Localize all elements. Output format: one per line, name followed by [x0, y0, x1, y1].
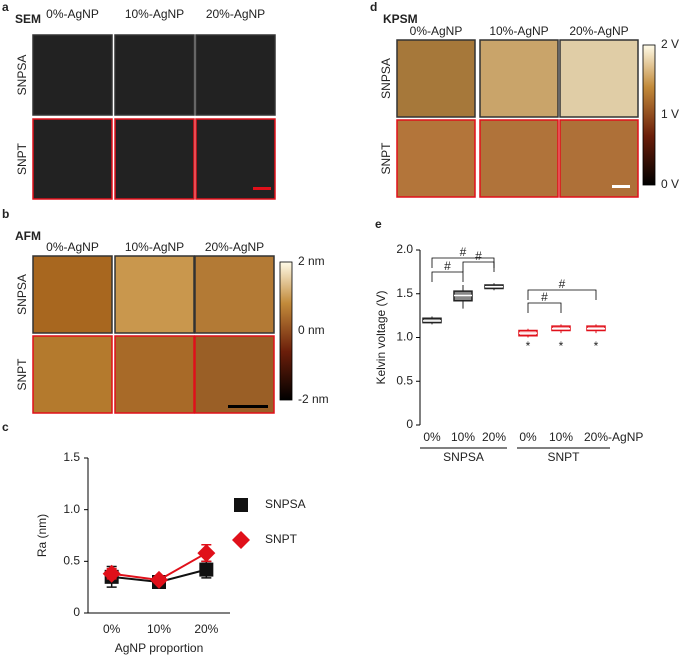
- x-tick-label: 20%: [194, 622, 218, 636]
- micrograph: [32, 255, 113, 334]
- marker: [197, 544, 216, 563]
- group-label: SNPSA: [443, 450, 484, 464]
- colorbar-label: 2 V: [661, 37, 679, 51]
- significance-mark: #: [559, 277, 566, 291]
- group-label: SNPT: [547, 450, 580, 464]
- colorbar-label: 2 nm: [298, 254, 325, 268]
- x-tick-label: 20%-AgNP: [584, 430, 643, 444]
- significance-bracket: [462, 261, 495, 272]
- column-label: 0%-AgNP: [410, 24, 463, 38]
- y-tick-label: 1.5: [63, 450, 80, 464]
- micrograph: [479, 39, 559, 118]
- significance-mark: #: [475, 249, 482, 263]
- micrograph: [114, 255, 195, 334]
- panel-title: SEM: [15, 12, 41, 26]
- significance-bracket: [527, 289, 597, 300]
- row-label: SNPT: [379, 142, 393, 175]
- marker: [102, 564, 121, 583]
- y-tick-label: 2.0: [396, 242, 413, 256]
- colorbar: [642, 44, 656, 186]
- marker: [199, 562, 214, 577]
- y-axis-label: Kelvin voltage (V): [374, 290, 388, 384]
- micrograph: [396, 119, 476, 198]
- y-tick-label: 0.5: [63, 554, 80, 568]
- micrograph: [559, 119, 639, 198]
- y-tick-label: 1.0: [63, 502, 80, 516]
- significance-mark: *: [526, 339, 531, 353]
- x-tick-label: 10%: [147, 622, 171, 636]
- panel-letter: b: [2, 207, 9, 221]
- x-tick-label: 10%: [549, 430, 573, 444]
- row-label: SNPSA: [15, 55, 29, 96]
- y-tick-label: 1.5: [396, 286, 413, 300]
- y-axis-label: Ra (nm): [35, 514, 49, 557]
- panel-letter: e: [375, 217, 382, 231]
- y-tick-label: 0: [406, 417, 413, 431]
- column-label: 20%-AgNP: [205, 240, 264, 254]
- micrograph: [195, 118, 276, 200]
- row-label: SNPT: [15, 142, 29, 175]
- micrograph: [195, 34, 276, 116]
- micrograph: [114, 118, 195, 200]
- panel-title: AFM: [15, 229, 41, 243]
- legend-marker: [234, 498, 248, 512]
- micrograph: [194, 335, 275, 414]
- micrograph: [114, 34, 195, 116]
- row-label: SNPSA: [15, 274, 29, 315]
- x-tick-label: 20%: [482, 430, 506, 444]
- y-tick-label: 1.0: [396, 330, 413, 344]
- column-label: 10%-AgNP: [125, 7, 184, 21]
- micrograph: [32, 335, 113, 414]
- significance-mark: #: [444, 259, 451, 273]
- x-tick-label: 0%: [519, 430, 537, 444]
- micrograph: [194, 255, 275, 334]
- column-label: 10%-AgNP: [489, 24, 548, 38]
- micrograph: [559, 39, 639, 118]
- scale-bar: [253, 187, 271, 190]
- column-label: 0%-AgNP: [46, 240, 99, 254]
- marker: [150, 570, 168, 589]
- colorbar-label: 0 nm: [298, 323, 325, 337]
- significance-mark: *: [594, 339, 599, 353]
- y-tick-label: 0.5: [396, 373, 413, 387]
- column-label: 10%-AgNP: [125, 240, 184, 254]
- micrograph: [114, 335, 195, 414]
- micrograph: [479, 119, 559, 198]
- legend-marker: [232, 531, 250, 549]
- panel-title: KPSM: [383, 12, 418, 26]
- x-tick-label: 10%: [451, 430, 475, 444]
- significance-mark: #: [541, 290, 548, 304]
- panel-letter: c: [2, 420, 9, 434]
- panel-letter: a: [2, 0, 9, 14]
- row-label: SNPSA: [379, 58, 393, 99]
- x-axis-label: AgNP proportion: [115, 641, 204, 655]
- scale-bar: [612, 185, 630, 188]
- significance-mark: #: [460, 245, 467, 259]
- significance-bracket: [527, 302, 562, 313]
- micrograph: [32, 118, 113, 200]
- x-tick-label: 0%: [423, 430, 441, 444]
- column-label: 20%-AgNP: [569, 24, 628, 38]
- row-label: SNPT: [15, 358, 29, 391]
- x-tick-label: 0%: [103, 622, 121, 636]
- colorbar-label: -2 nm: [298, 392, 329, 406]
- colorbar: [279, 261, 293, 401]
- column-label: 20%-AgNP: [206, 7, 265, 21]
- legend-label: SNPT: [265, 532, 298, 546]
- y-tick-label: 0: [73, 605, 80, 619]
- colorbar-label: 1 V: [661, 107, 679, 121]
- micrograph: [32, 34, 113, 116]
- legend-label: SNPSA: [265, 497, 306, 511]
- significance-bracket: [431, 271, 464, 282]
- significance-mark: *: [559, 339, 564, 353]
- panel-letter: d: [370, 0, 377, 14]
- scale-bar: [228, 405, 268, 408]
- micrograph: [396, 39, 476, 118]
- column-label: 0%-AgNP: [46, 7, 99, 21]
- colorbar-label: 0 V: [661, 177, 679, 191]
